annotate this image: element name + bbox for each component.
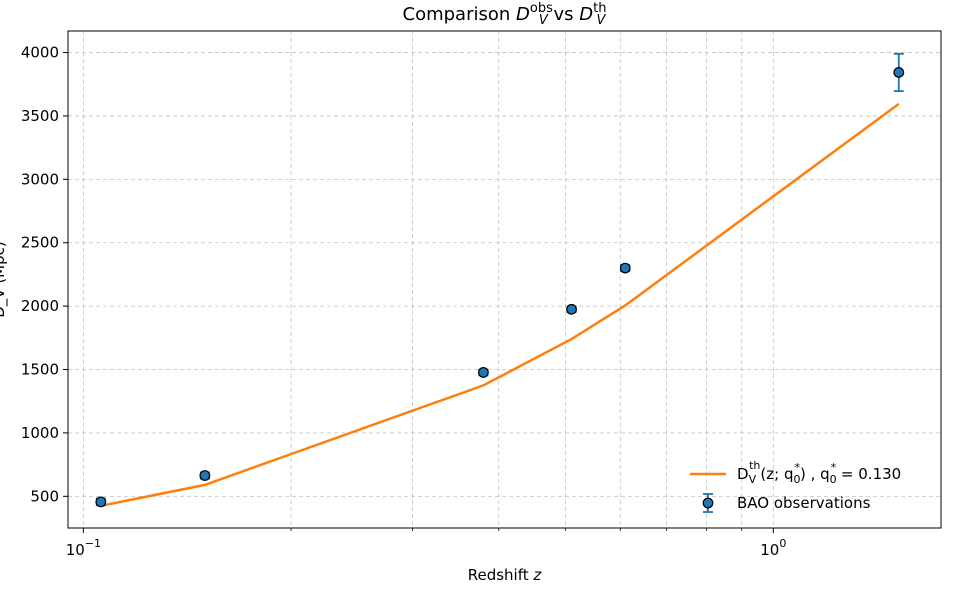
x-axis-label: Redshift z <box>468 566 543 584</box>
data-point <box>199 470 211 481</box>
y-tick-label: 3000 <box>21 170 59 188</box>
data-point <box>619 262 631 274</box>
y-tick-label: 1500 <box>21 361 59 379</box>
ticks: 500 1000 1500 2000 2500 3000 3500 4000 10−1 100 <box>21 44 787 559</box>
grid <box>68 31 941 528</box>
plot-frame <box>67 30 942 529</box>
y-axis-label: D_V (Mpc) <box>0 241 9 318</box>
y-tick-label: 3500 <box>21 107 59 125</box>
theory-line <box>100 102 900 508</box>
y-tick-label: 500 <box>30 487 59 505</box>
y-tick-label: 1000 <box>21 424 59 442</box>
y-tick-label: 2500 <box>21 234 59 252</box>
data-point <box>566 303 577 315</box>
y-tick-label: 2000 <box>21 297 59 315</box>
x-tick-label: 10−1 <box>66 537 101 559</box>
data-point <box>893 67 905 78</box>
legend: DVth(z; q0*) , q0* = 0.130 BAO observatio… <box>690 459 901 513</box>
y-tick-label: 4000 <box>21 44 59 62</box>
legend-marker <box>702 497 714 509</box>
legend-label-observations: BAO observations <box>737 494 871 512</box>
x-tick-label: 100 <box>760 537 786 559</box>
chart-title: Comparison Dobs V vs Dth V <box>403 1 607 28</box>
legend-label-theory: DVth(z; q0*) , q0* = 0.130 <box>737 459 901 486</box>
data-point <box>477 367 489 378</box>
series-layer <box>95 52 905 508</box>
data-point <box>95 496 107 508</box>
